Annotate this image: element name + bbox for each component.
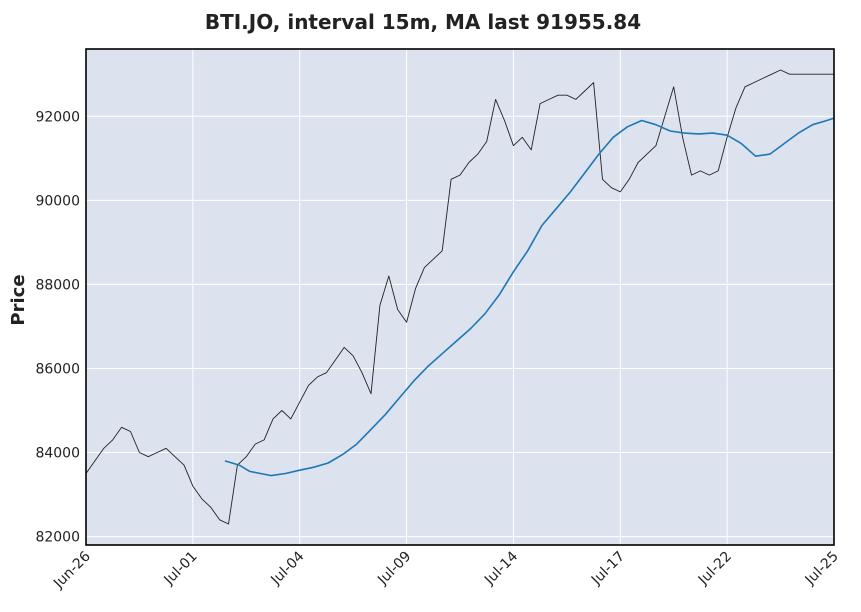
y-tick-label: 92000: [35, 109, 80, 125]
y-tick-label: 82000: [35, 530, 80, 546]
series-layer: [85, 69, 835, 525]
x-tick-label: Jun-26: [50, 548, 94, 592]
x-tick-label: Jul-01: [161, 549, 201, 589]
x-tick-label: Jul-22: [695, 549, 735, 589]
x-tick-label: Jul-14: [481, 548, 521, 588]
y-axis: 82000 84000 86000 88000 90000 92000: [35, 109, 80, 545]
price-series-line: [85, 69, 834, 525]
plot-area: [86, 49, 834, 545]
y-tick-label: 90000: [35, 193, 80, 209]
moving-average-line: [224, 117, 835, 477]
x-tick-label: Jul-25: [802, 549, 842, 589]
y-tick-label: 88000: [35, 277, 80, 293]
y-axis-label: Price: [8, 274, 29, 325]
x-axis: Jun-26 Jul-01 Jul-04 Jul-09 Jul-14 Jul-17 Jul-…: [50, 548, 842, 592]
x-tick-label: Jul-09: [374, 549, 414, 589]
x-tick-label: Jul-17: [588, 549, 628, 589]
y-tick-label: 86000: [35, 361, 80, 377]
y-tick-label: 84000: [35, 446, 80, 462]
x-tick-label: Jul-04: [267, 548, 307, 588]
chart-title: BTI.JO, interval 15m, MA last 91955.84: [205, 10, 641, 34]
plot-frame: [85, 48, 835, 546]
